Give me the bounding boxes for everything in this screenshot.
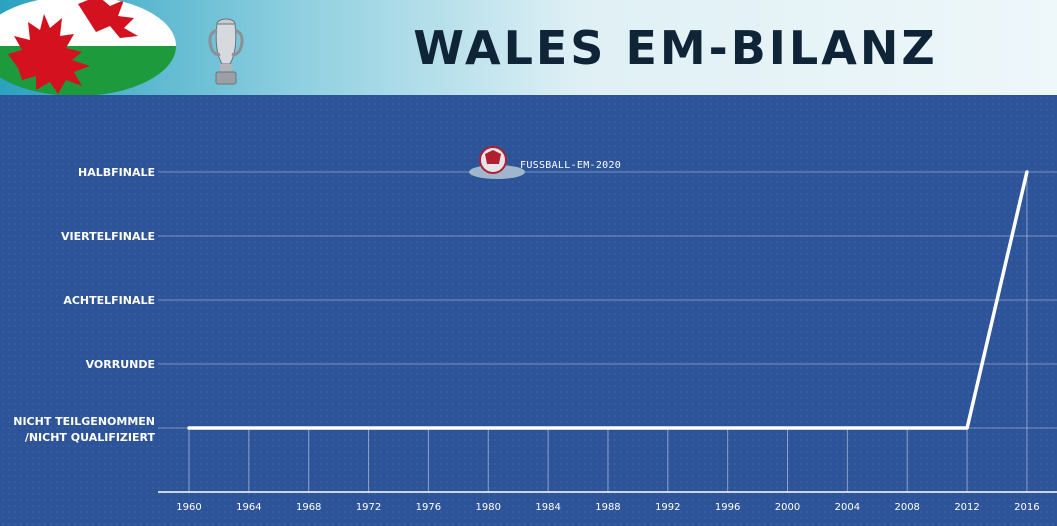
x-tick-label: 1980	[476, 502, 501, 513]
x-tick-label: 1988	[595, 502, 620, 513]
trophy-icon	[208, 18, 244, 85]
chart-area	[0, 95, 1057, 526]
x-tick-label: 1984	[535, 502, 560, 513]
x-tick-label: 2004	[835, 502, 860, 513]
x-tick-label: 1964	[236, 502, 261, 513]
line-chart: NICHT TEILGENOMMEN/NICHT QUALIFIZIERT VOR…	[13, 166, 1057, 513]
x-tick-label: 1976	[416, 502, 441, 513]
page-title: WALES EM-BILANZ	[413, 20, 938, 75]
x-tick-label: 1996	[715, 502, 740, 513]
x-tick-label: 1992	[655, 502, 680, 513]
x-tick-label: 1968	[296, 502, 321, 513]
x-tick-label: 1972	[356, 502, 381, 513]
x-tick-label: 2016	[1014, 502, 1039, 513]
y-tick-label: HALBFINALE	[78, 166, 155, 179]
x-tick-label: 1960	[176, 502, 201, 513]
y-tick-label: NICHT TEILGENOMMEN/NICHT QUALIFIZIERT	[13, 415, 155, 444]
watermark-ball-icon	[469, 146, 525, 179]
y-tick-label: ACHTELFINALE	[63, 294, 155, 307]
y-tick-label: VIERTELFINALE	[61, 230, 155, 243]
y-tick-label: VORRUNDE	[86, 358, 155, 371]
watermark-text: FUSSBALL-EM-2020	[520, 160, 622, 171]
series-line	[187, 170, 1029, 430]
x-tick-label: 2000	[775, 502, 800, 513]
header-banner: WALES EM-BILANZ	[0, 0, 1057, 95]
x-tick-label: 2012	[954, 502, 979, 513]
x-tick-label: 2008	[894, 502, 919, 513]
